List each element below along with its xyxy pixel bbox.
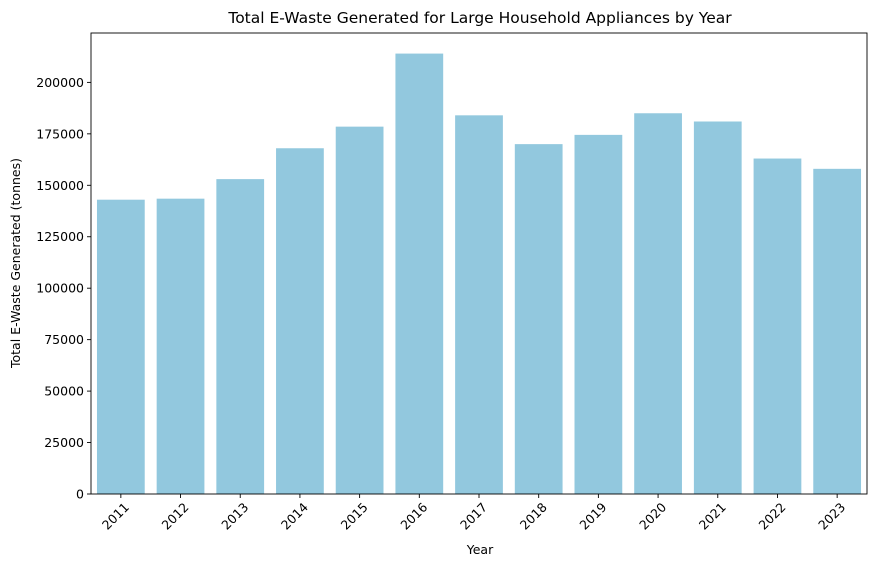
x-tick-label-2016: 2016 <box>397 499 430 532</box>
x-tick-label-2019: 2019 <box>576 499 609 532</box>
bar-2021 <box>693 121 742 494</box>
x-tick-label-2011: 2011 <box>99 500 132 533</box>
y-tick-label-50000: 50000 <box>44 384 84 399</box>
bars-group <box>96 53 862 495</box>
bar-2016 <box>395 53 444 495</box>
bar-2013 <box>216 179 265 494</box>
x-tick-label-2017: 2017 <box>457 500 490 533</box>
bar-2012 <box>156 198 205 494</box>
y-tick-label-100000: 100000 <box>36 281 84 296</box>
x-tick-label-2013: 2013 <box>218 500 251 533</box>
bar-2017 <box>455 115 503 495</box>
y-tick-label-75000: 75000 <box>44 332 84 347</box>
x-tick-label-2020: 2020 <box>636 499 669 532</box>
y-axis: 0 25000 50000 75000 100000 125000 150000 175000… <box>36 75 91 502</box>
y-tick-label-0: 0 <box>76 487 84 502</box>
x-tick-label-2012: 2012 <box>159 500 192 533</box>
y-axis-label: Total E-Waste Generated (tonnes) <box>8 158 23 369</box>
y-tick-label-150000: 150000 <box>36 178 84 193</box>
x-tick-label-2014: 2014 <box>278 499 311 532</box>
x-tick-label-2018: 2018 <box>517 499 550 532</box>
x-tick-label-2022: 2022 <box>755 500 788 533</box>
y-tick-label-175000: 175000 <box>36 126 84 141</box>
y-tick-label-125000: 125000 <box>36 229 84 244</box>
x-axis-label: Year <box>466 542 494 557</box>
bar-2018 <box>514 144 563 495</box>
x-axis: 2011 2012 2013 2014 2015 2016 2017 2018 2019 2020… <box>99 494 848 533</box>
bar-2015 <box>335 126 384 494</box>
chart-title: Total E-Waste Generated for Large Househ… <box>227 9 732 27</box>
y-tick-label-200000: 200000 <box>36 75 84 90</box>
bar-2022 <box>753 158 802 495</box>
bar-2011 <box>96 199 145 494</box>
plot-frame <box>90 32 868 495</box>
bar-2020 <box>634 113 682 494</box>
x-tick-label-2015: 2015 <box>338 500 371 533</box>
y-tick-label-25000: 25000 <box>44 435 84 450</box>
x-tick-label-2021: 2021 <box>696 500 729 533</box>
bar-2023 <box>813 168 862 494</box>
bar-2019 <box>574 134 623 494</box>
bar-2014 <box>276 148 324 494</box>
x-tick-label-2023: 2023 <box>815 500 848 533</box>
